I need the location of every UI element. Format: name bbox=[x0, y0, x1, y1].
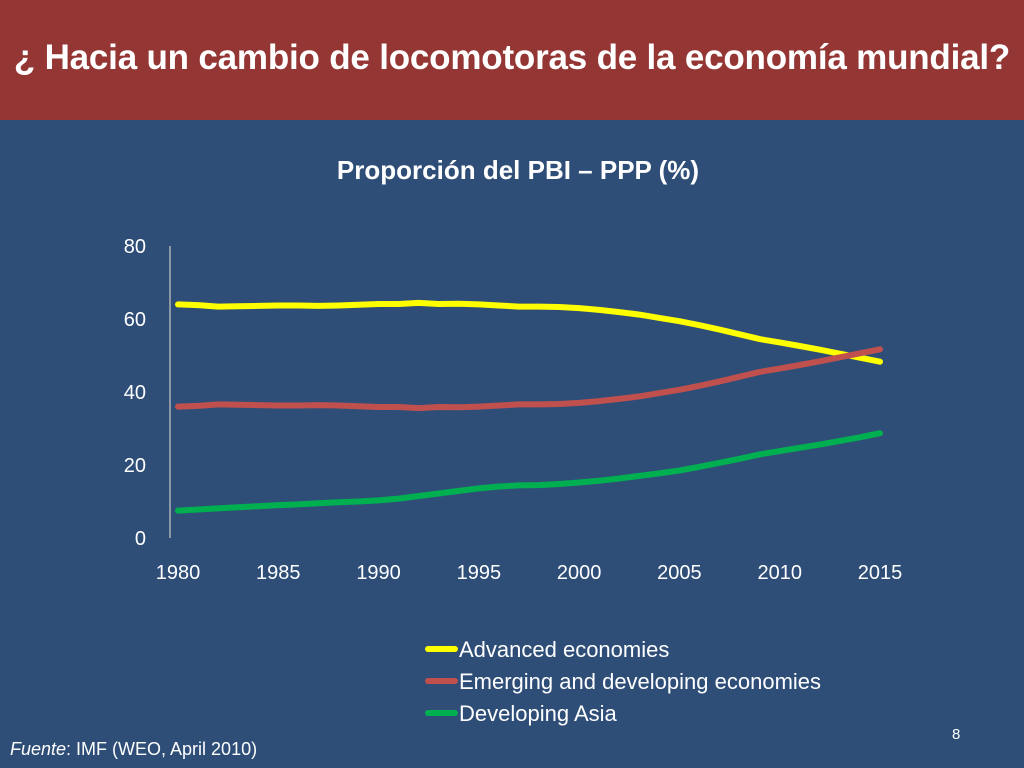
source-text: : IMF (WEO, April 2010) bbox=[66, 739, 258, 759]
x-tick-label: 1990 bbox=[356, 562, 401, 584]
y-tick-label: 20 bbox=[124, 455, 146, 477]
y-tick-label: 0 bbox=[135, 528, 146, 550]
y-tick-label: 40 bbox=[124, 382, 146, 404]
source-note: Fuente: IMF (WEO, April 2010) bbox=[10, 739, 257, 760]
legend-label: Developing Asia bbox=[459, 701, 618, 726]
x-tick-label: 2015 bbox=[858, 562, 903, 584]
chart-title: Proporción del PBI – PPP (%) bbox=[336, 155, 700, 185]
series-line bbox=[175, 346, 883, 412]
y-tick-label: 60 bbox=[124, 309, 146, 331]
x-tick-label: 1995 bbox=[457, 562, 502, 584]
x-tick-label: 1985 bbox=[256, 562, 301, 584]
source-label: Fuente bbox=[10, 739, 67, 759]
title-bar: ¿ Hacia un cambio de locomotoras de la e… bbox=[0, 0, 1024, 120]
series-line bbox=[175, 299, 883, 365]
slide-title: ¿ Hacia un cambio de locomotoras de la e… bbox=[13, 38, 1011, 77]
x-tick-label: 2000 bbox=[557, 562, 602, 584]
x-tick-label: 2010 bbox=[757, 562, 802, 584]
x-tick-label: 1980 bbox=[156, 562, 201, 584]
series-line bbox=[175, 430, 883, 514]
page-number: 8 bbox=[952, 726, 961, 743]
legend-label: Advanced economies bbox=[459, 637, 669, 662]
x-tick-label: 2005 bbox=[657, 562, 702, 584]
legend-label: Emerging and developing economies bbox=[459, 669, 821, 694]
y-tick-label: 80 bbox=[124, 236, 146, 258]
